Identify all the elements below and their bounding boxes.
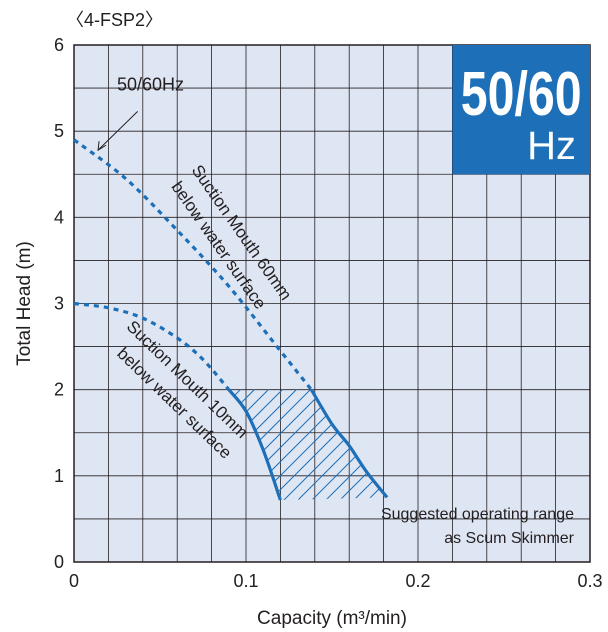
curve-1-dashed — [73, 301, 231, 391]
curve-1-solid — [227, 388, 282, 501]
hatch-line — [228, 389, 355, 500]
y-tick-label: 6 — [54, 35, 64, 55]
x-tick-label: 0 — [69, 571, 79, 591]
badge-line2: Hz — [527, 124, 576, 168]
y-tick-label: 3 — [54, 294, 64, 314]
frequency-badge: 50/60 Hz — [452, 45, 590, 175]
y-tick-label: 2 — [54, 380, 64, 400]
hatch-line — [319, 389, 388, 500]
x-axis-ticks: 0 0.1 0.2 0.3 — [69, 571, 603, 591]
operating-range-line1: Suggested operating range — [381, 506, 574, 523]
frequency-annotation: 50/60Hz — [97, 75, 184, 152]
y-tick-label: 4 — [54, 207, 64, 227]
badge-box — [452, 45, 590, 175]
freq-arrow-head — [97, 141, 107, 152]
grid — [74, 45, 590, 562]
model-label: 〈4-FSP2〉 — [66, 10, 163, 30]
badge-line1: 50/60 — [461, 59, 582, 128]
y-tick-label: 0 — [54, 552, 64, 572]
freq-arrow — [97, 110, 138, 151]
hatch-line — [347, 389, 388, 500]
operating-range-line2: as Scum Skimmer — [444, 530, 574, 547]
x-axis-label: Capacity (m³/min) — [257, 608, 407, 629]
y-axis-ticks: 0 1 2 3 4 5 6 — [54, 35, 64, 572]
hatch-line — [333, 389, 388, 500]
curves — [73, 138, 389, 501]
x-tick-label: 0.2 — [405, 571, 430, 591]
hatch-line — [0, 360, 60, 520]
freq-label: 50/60Hz — [117, 75, 184, 95]
y-tick-label: 5 — [54, 121, 64, 141]
y-tick-label: 1 — [54, 466, 64, 486]
x-tick-label: 0.3 — [577, 571, 602, 591]
operating-range-label: Suggested operating range as Scum Skimme… — [381, 506, 575, 547]
y-axis-label: Total Head (m) — [14, 241, 35, 366]
x-tick-label: 0.1 — [233, 571, 258, 591]
curve-0-solid — [309, 388, 389, 499]
